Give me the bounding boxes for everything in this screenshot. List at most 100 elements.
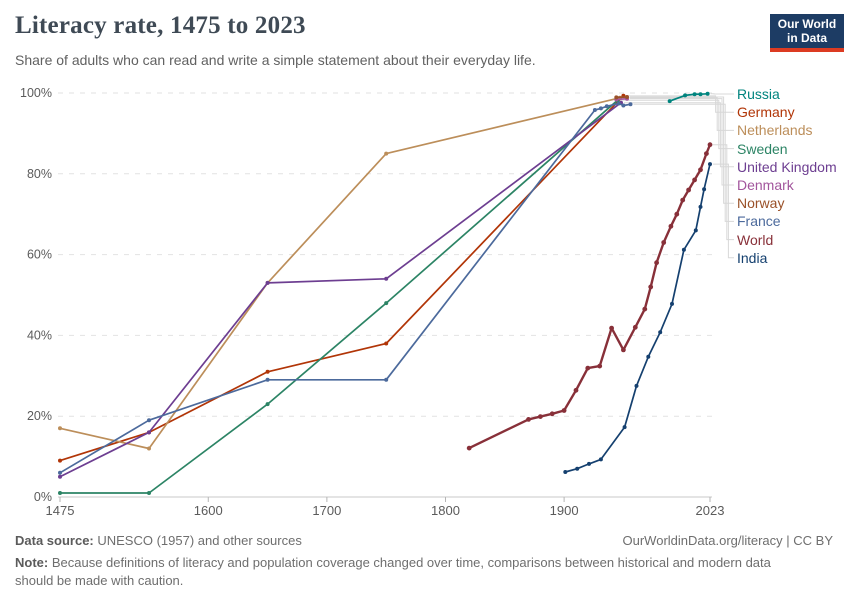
data-point-united-kingdom-1750[interactable] (384, 276, 389, 281)
data-point-india-1991[interactable] (670, 301, 674, 306)
data-point-world-1950[interactable] (621, 347, 626, 353)
data-point-india-1901[interactable] (563, 470, 568, 474)
data-point-germany-1750[interactable] (384, 341, 389, 346)
series-line-france[interactable] (59, 102, 632, 474)
data-point-france-1931[interactable] (598, 106, 603, 111)
series-line-united-kingdom[interactable] (59, 101, 622, 478)
legend-item-sweden[interactable]: Sweden (737, 140, 788, 157)
data-point-world-2015[interactable] (698, 167, 703, 173)
data-point-france-1950[interactable] (621, 103, 626, 108)
data-point-norway-1944[interactable] (614, 95, 619, 100)
note-label: Note: (15, 555, 49, 570)
data-point-india-1971[interactable] (646, 354, 651, 359)
data-point-sweden-1750[interactable] (384, 301, 389, 306)
data-point-world-1900[interactable] (561, 408, 567, 413)
data-point-world-1910[interactable] (573, 387, 579, 393)
data-point-russia-1989[interactable] (667, 99, 672, 104)
data-point-netherlands-1475[interactable] (58, 426, 62, 431)
data-point-united-kingdom-1550[interactable] (147, 430, 151, 435)
data-point-france-1946[interactable] (616, 101, 621, 106)
legend-item-russia[interactable]: Russia (737, 86, 780, 102)
data-point-india-2015[interactable] (698, 204, 703, 209)
y-axis-label-0: 0% (34, 490, 52, 504)
data-point-germany-1475[interactable] (58, 458, 62, 463)
data-point-world-1930[interactable] (597, 363, 603, 369)
data-point-france-1650[interactable] (265, 377, 270, 382)
data-point-netherlands-1550[interactable] (147, 446, 151, 451)
x-axis-label-1800: 1800 (431, 503, 460, 518)
legend-item-germany[interactable]: Germany (737, 104, 795, 121)
data-point-germany-1650[interactable] (265, 369, 270, 374)
data-point-world-1890[interactable] (549, 411, 555, 417)
legend-item-world[interactable]: World (737, 231, 774, 248)
data-point-netherlands-1750[interactable] (384, 151, 389, 156)
y-axis-label-40: 40% (27, 328, 52, 342)
data-point-india-1951[interactable] (622, 425, 627, 430)
series-line-germany[interactable] (59, 94, 625, 462)
data-point-norway-1953[interactable] (625, 95, 629, 99)
data-point-world-1978[interactable] (654, 260, 659, 266)
data-point-world-1870[interactable] (526, 417, 531, 422)
data-point-sweden-1650[interactable] (265, 402, 270, 407)
data-point-russia-2021[interactable] (705, 91, 710, 96)
data-point-world-2020[interactable] (704, 151, 709, 157)
data-point-india-1961[interactable] (634, 383, 639, 388)
data-point-india-2023[interactable] (708, 162, 712, 167)
data-point-sweden-1475[interactable] (58, 491, 62, 495)
data-point-india-1911[interactable] (575, 466, 580, 471)
x-axis-label-1600: 1600 (194, 503, 223, 518)
data-point-world-1995[interactable] (674, 211, 680, 217)
owid-logo-line2: in Data (786, 31, 827, 45)
legend-item-united-kingdom[interactable]: United Kingdom (737, 158, 837, 175)
data-point-russia-2015[interactable] (698, 92, 703, 97)
data-point-france-1550[interactable] (147, 418, 151, 423)
series-line-netherlands[interactable] (59, 96, 621, 450)
owid-logo[interactable]: Our World in Data (770, 14, 844, 52)
data-point-world-1880[interactable] (538, 414, 543, 419)
data-point-world-2010[interactable] (692, 177, 697, 183)
data-point-united-kingdom-1650[interactable] (265, 280, 270, 285)
data-point-france-1926[interactable] (592, 108, 597, 112)
data-point-world-1984[interactable] (661, 240, 667, 245)
data-point-france-1475[interactable] (58, 470, 62, 475)
owid-license-link[interactable]: OurWorldinData.org/literacy | CC BY (622, 533, 833, 548)
data-point-russia-2002[interactable] (683, 93, 688, 98)
data-point-world-1960[interactable] (632, 324, 638, 330)
legend-item-netherlands[interactable]: Netherlands (737, 122, 813, 139)
data-point-world-1940[interactable] (609, 325, 614, 331)
data-point-world-1968[interactable] (642, 306, 648, 312)
chart-footer: Data source: UNESCO (1957) and other sou… (15, 533, 835, 589)
data-point-sweden-1550[interactable] (147, 491, 151, 495)
data-point-india-2001[interactable] (681, 247, 686, 252)
legend-item-denmark[interactable]: Denmark (737, 177, 794, 193)
data-point-france-1936[interactable] (604, 104, 609, 109)
data-point-france-1750[interactable] (384, 377, 389, 382)
data-point-france-1956[interactable] (628, 102, 633, 107)
data-point-world-1973[interactable] (648, 284, 654, 290)
legend-item-india[interactable]: India (737, 249, 768, 266)
data-point-india-2011[interactable] (693, 228, 698, 233)
data-point-world-1920[interactable] (585, 365, 591, 371)
data-point-india-1981[interactable] (658, 330, 663, 335)
legend-item-france[interactable]: France (737, 213, 781, 230)
legend-connector-india (713, 163, 734, 259)
note-text: Because definitions of literacy and popu… (15, 555, 771, 588)
data-point-united-kingdom-1475[interactable] (58, 474, 62, 479)
data-point-world-1990[interactable] (668, 223, 674, 229)
data-point-russia-2010[interactable] (692, 92, 697, 97)
data-point-india-2018[interactable] (702, 187, 707, 192)
data-point-india-1931[interactable] (598, 457, 603, 462)
series-line-india[interactable] (564, 163, 711, 473)
chart-subtitle: Share of adults who can read and write a… (15, 52, 536, 68)
data-source-label: Data source: (15, 533, 94, 548)
data-point-world-2005[interactable] (686, 187, 691, 193)
owid-logo-line1: Our World (777, 16, 837, 31)
data-point-world-1820[interactable] (466, 445, 472, 451)
data-point-world-2000[interactable] (680, 197, 686, 203)
legend-item-norway[interactable]: Norway (737, 195, 785, 212)
data-point-india-1921[interactable] (587, 461, 591, 466)
data-point-world-2023[interactable] (707, 142, 713, 148)
